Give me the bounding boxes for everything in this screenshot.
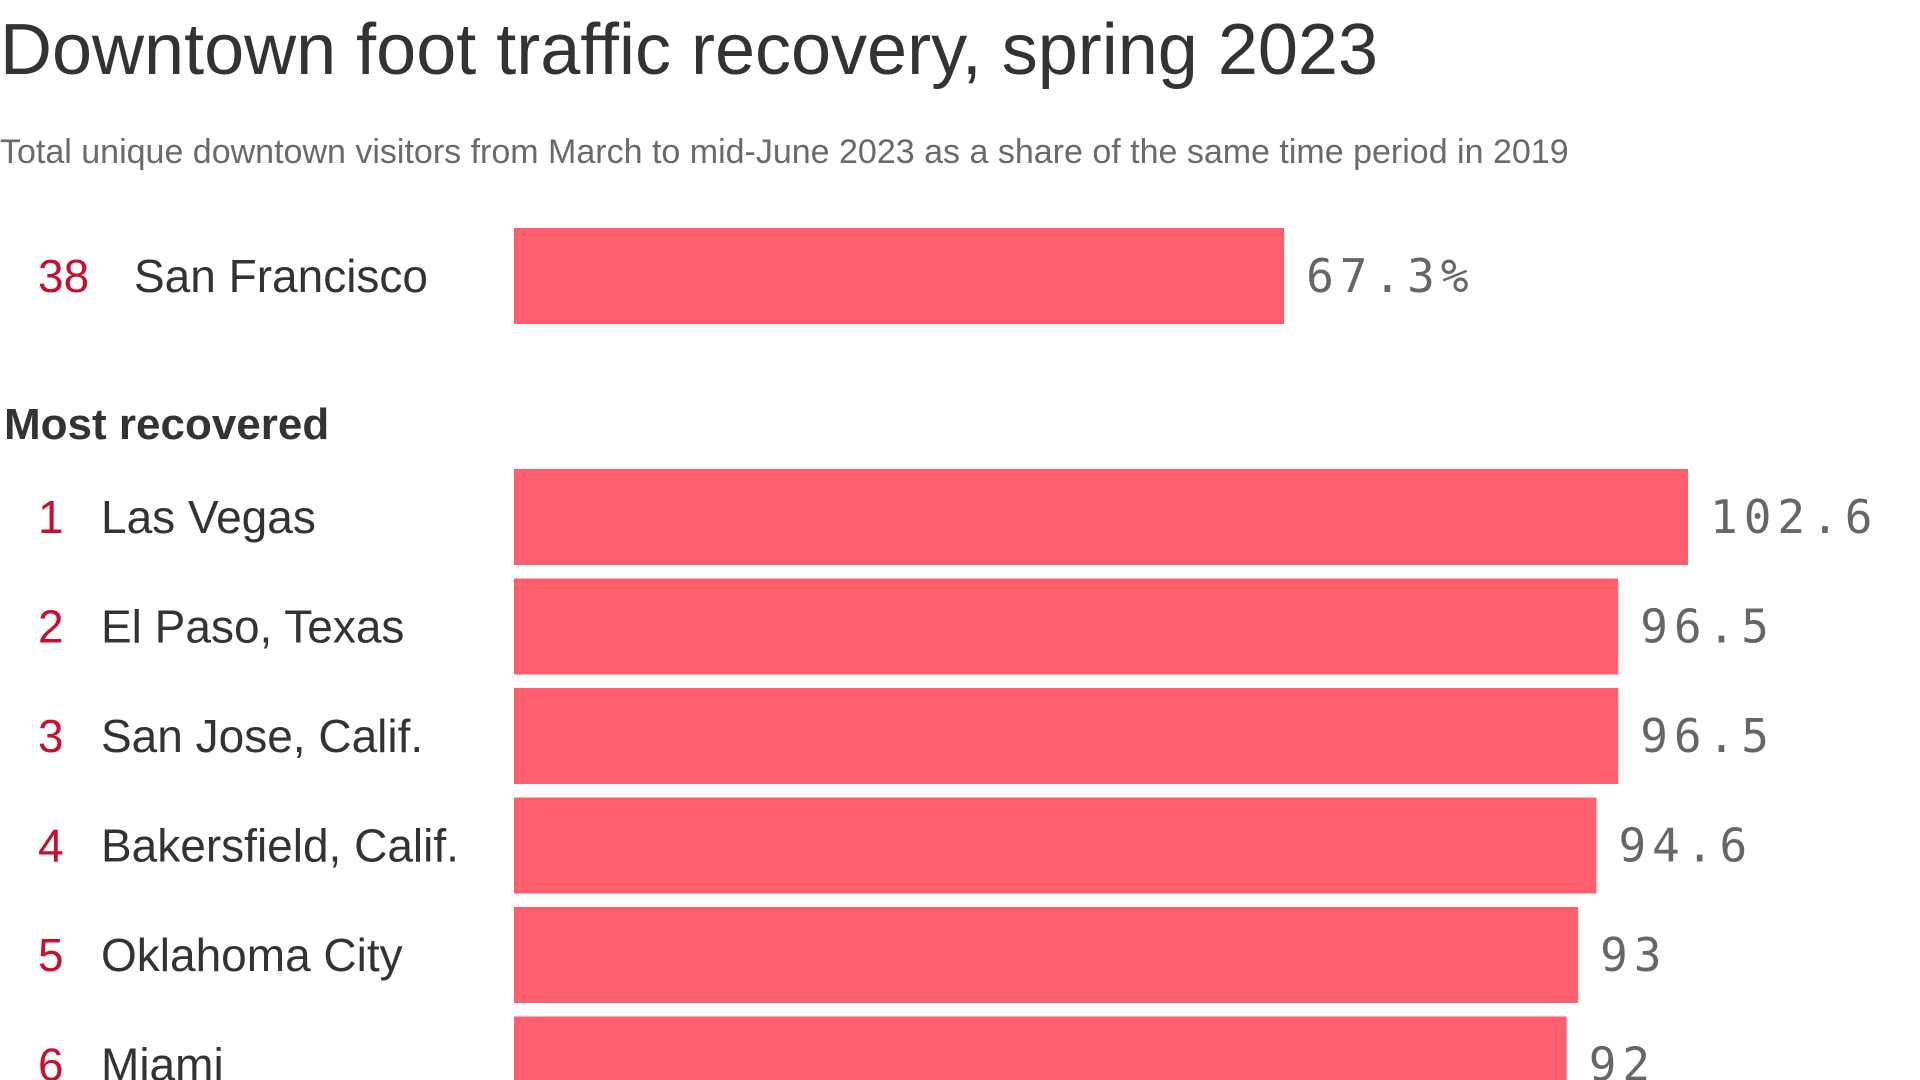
row-2-bar [514, 578, 1619, 675]
row-3-value-label: 96.5 [1640, 709, 1775, 763]
row-2-city-label: El Paso, Texas [101, 601, 404, 653]
chart-title: Downtown foot traffic recovery, spring 2… [0, 10, 1379, 90]
row-5-bar [514, 907, 1579, 1003]
row-1-rank: 1 [38, 491, 64, 543]
row-1-bar [514, 469, 1688, 565]
row-2-rank: 2 [38, 601, 64, 653]
highlight-row-city-label: San Francisco [134, 250, 428, 302]
row-3-rank: 3 [38, 710, 64, 762]
row-6-city-label: Miami [101, 1039, 224, 1080]
row-6-rank: 6 [38, 1039, 64, 1080]
row-4-city-label: Bakersfield, Calif. [101, 820, 459, 872]
row-1-value-label: 102.6 [1710, 490, 1878, 544]
highlight-row-rank: 38 [38, 250, 89, 302]
row-2-value-label: 96.5 [1640, 600, 1775, 654]
row-5-rank: 5 [38, 929, 64, 981]
row-3-city-label: San Jose, Calif. [101, 710, 423, 762]
row-5-city-label: Oklahoma City [101, 929, 403, 981]
row-3-bar [514, 688, 1619, 784]
row-1-city-label: Las Vegas [101, 491, 316, 543]
row-6-bar [514, 1016, 1567, 1080]
row-4-bar [514, 797, 1597, 894]
row-5-value-label: 93 [1600, 928, 1667, 982]
highlight-row-value-label: 67.3% [1306, 249, 1474, 303]
chart-subtitle: Total unique downtown visitors from Marc… [0, 133, 1569, 171]
row-4-rank: 4 [38, 820, 64, 872]
row-6-value-label: 92 [1589, 1038, 1656, 1080]
row-4-value-label: 94.6 [1618, 819, 1753, 873]
highlight-row-bar [514, 228, 1285, 324]
section-label: Most recovered [4, 400, 330, 449]
